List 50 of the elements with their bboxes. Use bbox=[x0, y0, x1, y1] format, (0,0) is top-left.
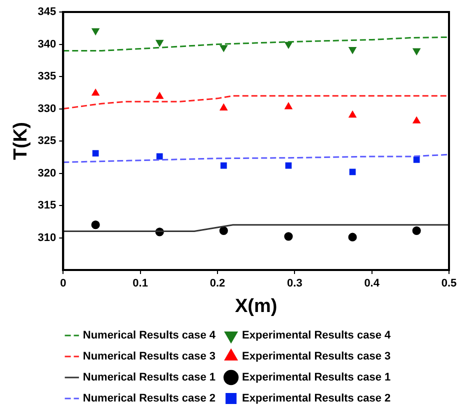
point bbox=[91, 220, 100, 230]
point bbox=[348, 110, 356, 118]
y-tick-label: 330 bbox=[38, 102, 56, 115]
point bbox=[219, 226, 228, 235]
point bbox=[92, 88, 100, 96]
line-series bbox=[63, 36, 449, 52]
x-tick-label: 0.2 bbox=[210, 278, 226, 290]
x-tick-label: 0.4 bbox=[364, 278, 380, 290]
legend-label: Experimental Results case 2 bbox=[242, 392, 391, 405]
point bbox=[412, 226, 421, 235]
point bbox=[348, 232, 357, 242]
point bbox=[220, 45, 228, 52]
legend-label: Experimental Results case 3 bbox=[242, 350, 391, 363]
line-series bbox=[63, 154, 449, 164]
point bbox=[413, 156, 420, 163]
y-tick-label: 335 bbox=[38, 70, 56, 83]
x-axis-title: X(m) bbox=[234, 296, 278, 317]
y-tick-label: 325 bbox=[38, 135, 56, 148]
point bbox=[412, 48, 420, 55]
point bbox=[412, 116, 420, 124]
legend-label: Experimental Results case 1 bbox=[242, 372, 391, 384]
point bbox=[156, 40, 164, 47]
legend-label: Numerical Results case 3 bbox=[82, 350, 216, 363]
point bbox=[92, 150, 99, 156]
y-tick-label: 320 bbox=[38, 167, 56, 180]
point bbox=[220, 162, 227, 169]
y-tick-label: 340 bbox=[38, 38, 56, 50]
point bbox=[284, 42, 292, 49]
legend-label: Numerical Results case 2 bbox=[82, 392, 216, 405]
y-tick-label: 345 bbox=[38, 6, 56, 18]
point bbox=[284, 232, 293, 241]
x-tick-label: 0 bbox=[60, 278, 66, 290]
y-axis-title: T(K) bbox=[10, 122, 32, 160]
point bbox=[220, 104, 228, 111]
x-tick-label: 0.3 bbox=[287, 278, 302, 290]
point bbox=[92, 28, 100, 36]
point bbox=[156, 92, 164, 99]
point bbox=[348, 47, 356, 54]
y-tick-label: 315 bbox=[38, 200, 56, 212]
point bbox=[156, 153, 163, 160]
x-tick-label: 0.5 bbox=[441, 278, 457, 290]
point bbox=[284, 102, 292, 110]
point bbox=[285, 162, 292, 169]
legend-label: Experimental Results case 4 bbox=[242, 330, 392, 342]
legend-label: Numerical Results case 1 bbox=[82, 372, 216, 384]
line-series bbox=[63, 95, 449, 110]
y-tick-label: 310 bbox=[38, 232, 56, 244]
legend-label: Numerical Results case 4 bbox=[82, 330, 216, 342]
x-tick-label: 0.1 bbox=[132, 278, 148, 290]
point bbox=[349, 168, 356, 176]
